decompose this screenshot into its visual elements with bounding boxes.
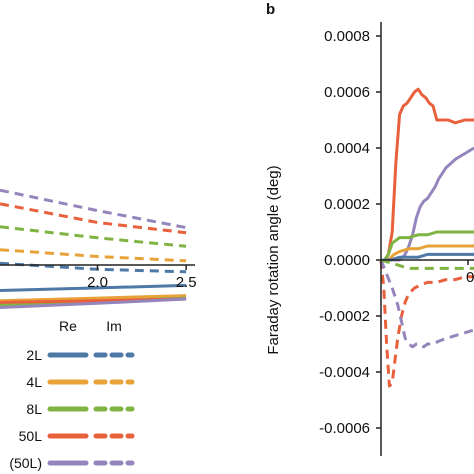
left-series-line-2 <box>0 248 187 263</box>
legend-entry-label: 2L <box>26 347 42 363</box>
left-x-tick-label: 2.0 <box>87 274 108 291</box>
legend-header-im: Im <box>106 318 122 334</box>
left-series-line-4 <box>0 202 187 235</box>
b-y-tick-label: 0.0002 <box>324 196 370 213</box>
b-x-tick-label-partial: 0 <box>466 269 474 286</box>
left-panel: 2.0 2.5 <box>0 188 197 309</box>
left-series-line-6 <box>0 283 187 292</box>
y-axis-title: Faraday rotation angle (deg) <box>265 165 282 354</box>
left-series-line-7 <box>0 294 187 303</box>
legend-entry-label: 4L <box>26 374 42 390</box>
legend-entry-label: (50L) <box>9 455 42 471</box>
b-series-line-4 <box>381 244 474 262</box>
left-legend: Re Im 2L 4L 8L 50L (50L) <box>9 318 135 471</box>
legend-header-re: Re <box>59 318 77 334</box>
b-y-tick-label: 0.0006 <box>324 84 370 101</box>
panel-label-b: b <box>266 1 275 18</box>
left-series-line-10 <box>0 297 187 309</box>
left-series-line-5 <box>0 188 187 230</box>
left-x-tick-label: 2.5 <box>176 274 197 291</box>
b-series-line-2 <box>381 146 474 262</box>
b-series-line-7 <box>379 259 474 349</box>
b-series-line-1 <box>381 87 474 262</box>
b-y-tick-label: 0.0004 <box>324 140 370 157</box>
b-y-tick-label: -0.0002 <box>319 308 370 325</box>
b-y-tick-label: -0.0004 <box>319 364 370 381</box>
b-series-line-3 <box>381 230 474 262</box>
b-series-line-6 <box>379 259 474 388</box>
left-series-line-3 <box>0 225 187 248</box>
b-y-tick-label: 0.0008 <box>324 28 370 45</box>
b-series-line-5 <box>381 252 474 262</box>
legend-entry-label: 50L <box>19 428 43 444</box>
b-y-tick-label: 0.0000 <box>324 252 370 269</box>
right-panel-b: b Faraday rotation angle (deg) 0.0008 0.000… <box>265 1 474 456</box>
b-series-line-8 <box>380 258 474 270</box>
legend-entry-label: 8L <box>26 401 42 417</box>
b-y-tick-label: -0.0006 <box>319 420 370 437</box>
